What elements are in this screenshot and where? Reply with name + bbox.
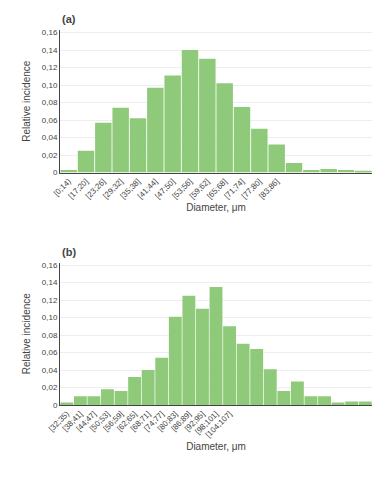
svg-text:[53;56]: [53;56] (171, 177, 195, 201)
svg-text:Diameter, μm: Diameter, μm (186, 202, 246, 213)
svg-text:[41;44]: [41;44] (136, 177, 160, 201)
svg-text:[35;38]: [35;38] (119, 177, 143, 201)
svg-text:0,04: 0,04 (42, 133, 58, 142)
svg-text:0: 0 (53, 401, 58, 410)
svg-text:0,06: 0,06 (42, 116, 58, 125)
svg-text:0,04: 0,04 (42, 366, 58, 375)
svg-text:0,12: 0,12 (42, 296, 58, 305)
svg-text:[62;65]: [62;65] (115, 409, 139, 433)
svg-text:0,10: 0,10 (42, 81, 58, 90)
svg-text:0,16: 0,16 (42, 28, 58, 37)
svg-text:Relative incidence: Relative incidence (21, 60, 32, 142)
svg-text:0,02: 0,02 (42, 151, 58, 160)
svg-text:[86;89]: [86;89] (169, 409, 193, 433)
svg-text:[65;68]: [65;68] (205, 177, 229, 201)
svg-text:0,16: 0,16 (42, 261, 58, 270)
svg-text:[80;83]: [80;83] (156, 409, 180, 433)
svg-text:0,14: 0,14 (42, 46, 58, 55)
svg-text:(a): (a) (62, 13, 76, 25)
svg-text:0,06: 0,06 (42, 348, 58, 357)
svg-text:Relative incidence: Relative incidence (21, 293, 32, 375)
svg-text:[92;95]: [92;95] (183, 409, 207, 433)
svg-text:(b): (b) (62, 246, 76, 258)
svg-text:[71;74]: [71;74] (223, 177, 247, 201)
svg-text:[74;77]: [74;77] (142, 409, 166, 433)
svg-text:[59;62]: [59;62] (188, 177, 212, 201)
svg-text:[68;71]: [68;71] (129, 409, 153, 433)
svg-text:[104;107]: [104;107] (204, 409, 234, 439)
svg-text:0,10: 0,10 (42, 313, 58, 322)
svg-text:Diameter, μm: Diameter, μm (186, 441, 246, 452)
svg-text:[32;35): [32;35) (47, 409, 71, 433)
svg-text:0,08: 0,08 (42, 331, 58, 340)
svg-text:[23;26]: [23;26] (84, 177, 108, 201)
svg-text:[83;86]: [83;86] (257, 177, 281, 201)
svg-text:0,12: 0,12 (42, 63, 58, 72)
svg-text:[77;80]: [77;80] (240, 177, 264, 201)
svg-text:[29;32]: [29;32] (101, 177, 125, 201)
svg-text:[56;59]: [56;59] (102, 409, 126, 433)
svg-text:[44;47]: [44;47] (74, 409, 98, 433)
svg-text:[98;101]: [98;101] (193, 409, 220, 436)
svg-text:[50;53]: [50;53] (88, 409, 112, 433)
svg-text:[17;20]: [17;20] (67, 177, 91, 201)
svg-text:[47;50]: [47;50] (153, 177, 177, 201)
svg-text:0,08: 0,08 (42, 98, 58, 107)
svg-text:[0;14): [0;14) (52, 177, 73, 198)
svg-text:0,14: 0,14 (42, 278, 58, 287)
svg-text:0,02: 0,02 (42, 383, 58, 392)
svg-text:[38;41]: [38;41] (61, 409, 85, 433)
svg-text:0: 0 (53, 168, 58, 177)
